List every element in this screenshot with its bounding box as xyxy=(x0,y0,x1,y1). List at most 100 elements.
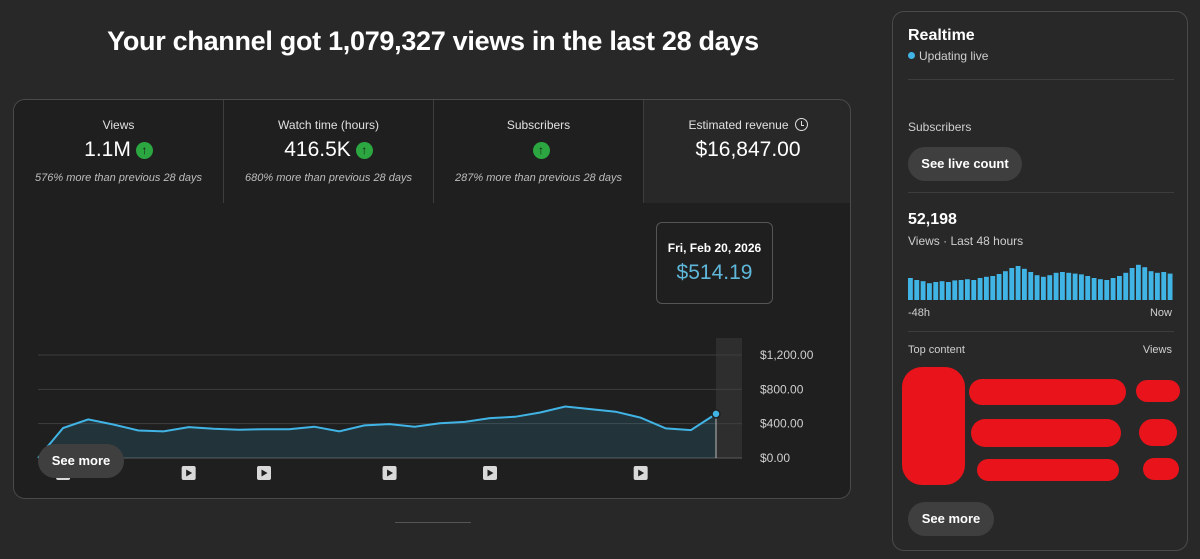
x-tick-label: Feb 21, ... xyxy=(705,498,759,499)
realtime-bar[interactable] xyxy=(1060,272,1065,300)
realtime-bar[interactable] xyxy=(965,279,970,300)
realtime-bar[interactable] xyxy=(1009,268,1015,300)
realtime-bar[interactable] xyxy=(939,281,945,300)
y-tick-label: $1,200.00 xyxy=(760,348,814,362)
arrow-up-icon: ↑ xyxy=(135,142,153,159)
arrow-up-icon: ↑ xyxy=(355,142,373,159)
x-tick-label: Feb 12, 2026 xyxy=(472,498,543,499)
realtime-bar[interactable] xyxy=(1104,280,1110,300)
video-marker-icon xyxy=(483,466,497,480)
metric-label: Views xyxy=(102,118,135,132)
x-tick-label: Feb 3, 2026 xyxy=(239,498,303,499)
axis-end-label: Now xyxy=(1149,307,1172,319)
metric-label: Subscribers xyxy=(506,118,571,132)
divider xyxy=(908,192,1174,193)
see-more-button[interactable]: See more xyxy=(38,444,124,478)
metric-tab-subscribers[interactable]: Subscribers ↑ 287% more than previous 28… xyxy=(434,100,644,203)
video-marker-icon xyxy=(382,466,397,480)
realtime-bar[interactable] xyxy=(1167,273,1173,300)
x-tick-label: Feb 17, 2026 xyxy=(602,498,673,499)
arrow-up-icon: ↑ xyxy=(532,142,550,159)
metric-tab-revenue[interactable]: Estimated revenue $16,847.00 xyxy=(644,100,850,203)
x-tick-label: Jan 25, 20... xyxy=(38,498,104,499)
tooltip-value: $514.19 xyxy=(676,261,753,284)
realtime-bar[interactable] xyxy=(933,282,939,300)
realtime-bar[interactable] xyxy=(984,276,989,300)
realtime-views-caption: Views · Last 48 hours xyxy=(908,234,1024,248)
series-area xyxy=(38,406,716,458)
realtime-bar[interactable] xyxy=(1117,276,1122,300)
realtime-bar[interactable] xyxy=(1066,272,1072,300)
metric-tab-views[interactable]: Views 1.1M ↑ 576% more than previous 28 d… xyxy=(14,100,224,203)
realtime-bar[interactable] xyxy=(1161,272,1167,300)
realtime-bar[interactable] xyxy=(1136,264,1141,300)
y-tick-label: $0.00 xyxy=(760,451,790,465)
realtime-bar[interactable] xyxy=(996,274,1002,300)
realtime-bar[interactable] xyxy=(1155,272,1160,300)
top-content-see-more-button[interactable]: See more xyxy=(908,502,994,536)
realtime-bar[interactable] xyxy=(920,281,926,300)
realtime-views-bars[interactable] xyxy=(908,260,1174,300)
realtime-bar[interactable] xyxy=(1085,276,1091,300)
realtime-bar[interactable] xyxy=(1003,271,1008,300)
realtime-bar[interactable] xyxy=(1022,268,1027,300)
realtime-bar[interactable] xyxy=(908,278,913,300)
hover-highlight xyxy=(716,338,742,458)
realtime-bar[interactable] xyxy=(946,282,951,300)
views-column-label: Views xyxy=(1142,344,1172,356)
realtime-bar[interactable] xyxy=(1053,272,1059,300)
channel-analytics-card: Views 1.1M ↑ 576% more than previous 28 d… xyxy=(13,99,851,499)
realtime-bar[interactable] xyxy=(1129,268,1135,300)
realtime-bar[interactable] xyxy=(927,283,932,300)
metric-tabs: Views 1.1M ↑ 576% more than previous 28 d… xyxy=(14,100,850,203)
realtime-bar[interactable] xyxy=(1142,267,1148,300)
live-dot-icon xyxy=(908,52,915,59)
x-tick-label: Feb 8, 2026 xyxy=(370,498,434,499)
metric-tab-watch-time[interactable]: Watch time (hours) 416.5K ↑ 680% more tha… xyxy=(224,100,434,203)
video-marker-icon xyxy=(257,466,271,480)
realtime-card: Realtime Updating live Subscribers See l… xyxy=(892,11,1188,551)
metric-label: Watch time (hours) xyxy=(278,118,379,132)
realtime-bar[interactable] xyxy=(990,276,996,300)
metric-label: Estimated revenue xyxy=(644,118,850,132)
y-tick-label: $800.00 xyxy=(760,382,804,396)
realtime-bar[interactable] xyxy=(1123,272,1129,300)
see-live-count-button[interactable]: See live count xyxy=(908,147,1022,181)
metric-value: 1.1M ↑ xyxy=(14,138,223,162)
realtime-views-value: 52,198 xyxy=(908,211,957,228)
realtime-bar[interactable] xyxy=(1098,279,1103,300)
y-tick-label: $400.00 xyxy=(760,417,804,431)
video-marker-icon xyxy=(181,466,196,480)
metric-value: $16,847.00 xyxy=(695,138,801,161)
realtime-bar[interactable] xyxy=(1148,271,1154,300)
subscribers-label: Subscribers xyxy=(908,120,972,134)
clock-icon xyxy=(794,118,808,131)
chart-tooltip: Fri, Feb 20, 2026 $514.19 xyxy=(656,222,773,304)
metric-delta: 680% more than previous 28 days xyxy=(245,172,412,184)
metric-delta: 287% more than previous 28 days xyxy=(455,172,622,184)
realtime-bar[interactable] xyxy=(1079,274,1084,300)
metric-value: ↑ xyxy=(434,138,643,162)
realtime-bar[interactable] xyxy=(914,280,920,300)
live-status: Updating live xyxy=(908,49,988,63)
top-content-label: Top content xyxy=(908,344,965,356)
realtime-bar[interactable] xyxy=(1072,273,1078,300)
realtime-bar[interactable] xyxy=(977,278,983,300)
metric-value: 416.5K ↑ xyxy=(224,138,433,162)
realtime-bar[interactable] xyxy=(971,280,977,300)
realtime-bar[interactable] xyxy=(1091,278,1097,300)
series-line xyxy=(37,405,717,459)
realtime-bar[interactable] xyxy=(1015,266,1021,300)
divider xyxy=(908,331,1174,332)
realtime-bar[interactable] xyxy=(952,280,958,300)
realtime-bar[interactable] xyxy=(1028,272,1034,300)
realtime-bar[interactable] xyxy=(1034,275,1040,300)
realtime-bar[interactable] xyxy=(958,280,964,300)
video-marker-icon xyxy=(633,466,648,480)
realtime-bar[interactable] xyxy=(1047,275,1053,300)
tooltip-date: Fri, Feb 20, 2026 xyxy=(667,241,762,255)
axis-start-label: -48h xyxy=(908,307,931,319)
realtime-bar[interactable] xyxy=(1110,278,1116,300)
x-tick-label: Jan 30, 2026 xyxy=(133,498,203,499)
realtime-bar[interactable] xyxy=(1041,276,1046,300)
